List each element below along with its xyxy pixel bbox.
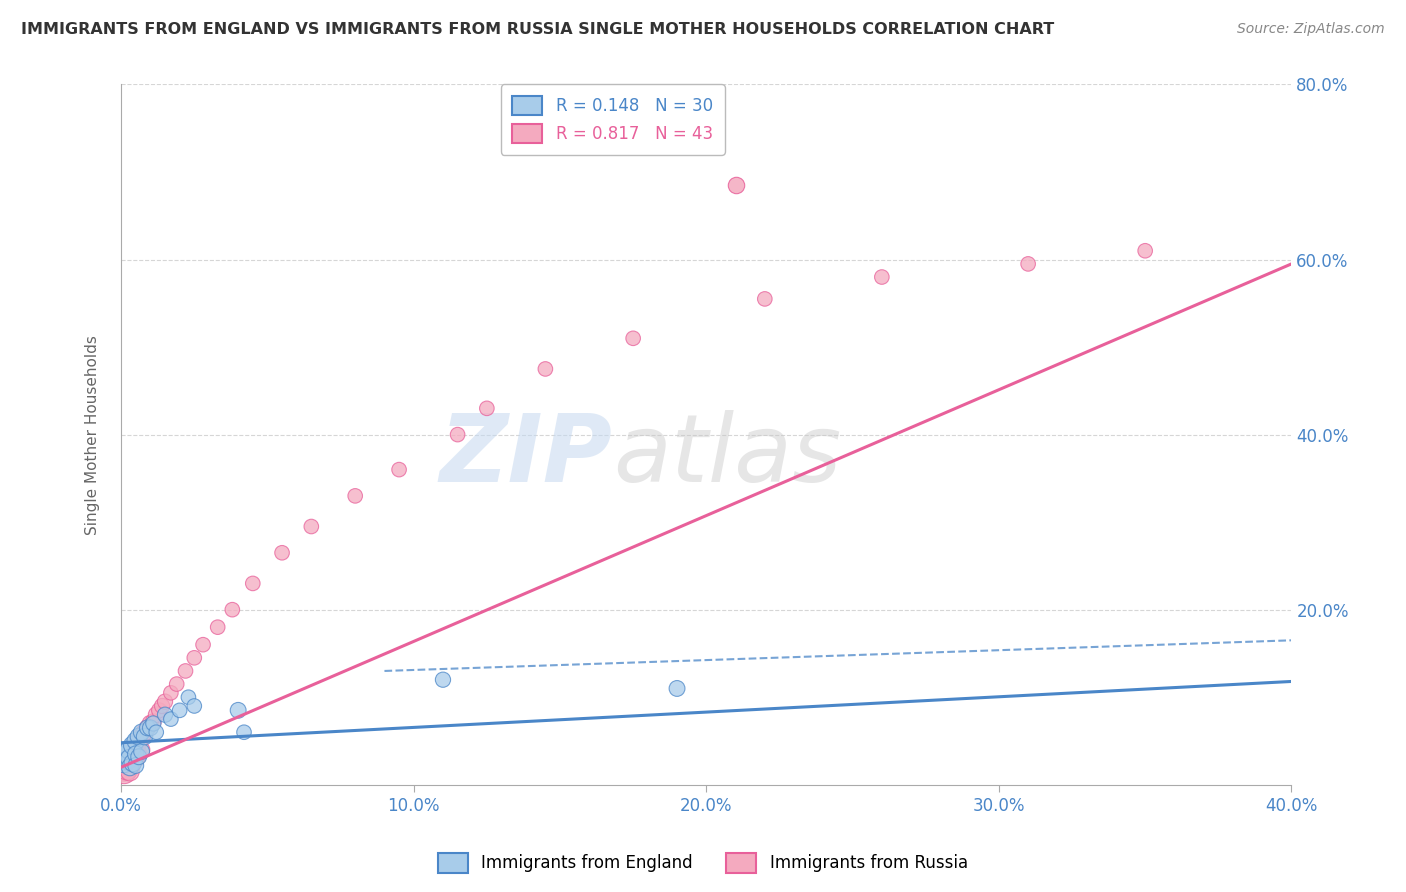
Point xyxy=(191,638,214,652)
Point xyxy=(221,602,243,616)
Point xyxy=(724,178,747,193)
Point xyxy=(166,677,188,691)
Point xyxy=(153,707,176,722)
Point xyxy=(169,703,191,717)
Point xyxy=(134,725,156,739)
Point xyxy=(233,725,256,739)
Point xyxy=(134,730,156,744)
Point xyxy=(139,721,162,735)
Point xyxy=(118,751,141,765)
Y-axis label: Single Mother Households: Single Mother Households xyxy=(86,334,100,534)
Point xyxy=(125,747,148,761)
Point xyxy=(136,721,159,735)
Point xyxy=(118,758,141,772)
Point xyxy=(115,753,138,767)
Point xyxy=(131,743,153,757)
Point xyxy=(115,756,138,770)
Point xyxy=(131,725,153,739)
Point xyxy=(271,546,294,560)
Point xyxy=(150,698,173,713)
Point xyxy=(136,721,159,735)
Point xyxy=(118,760,141,774)
Point xyxy=(870,270,893,285)
Legend: Immigrants from England, Immigrants from Russia: Immigrants from England, Immigrants from… xyxy=(432,847,974,880)
Point xyxy=(115,747,138,761)
Point xyxy=(121,739,143,753)
Text: Source: ZipAtlas.com: Source: ZipAtlas.com xyxy=(1237,22,1385,37)
Point xyxy=(183,650,205,665)
Point xyxy=(128,749,150,764)
Point xyxy=(148,703,170,717)
Point xyxy=(128,734,150,748)
Point xyxy=(207,620,229,634)
Point xyxy=(142,714,165,729)
Point xyxy=(145,707,167,722)
Point xyxy=(112,751,135,765)
Point xyxy=(177,690,200,705)
Point xyxy=(121,744,143,758)
Point xyxy=(118,749,141,764)
Point xyxy=(1133,244,1156,258)
Point xyxy=(128,747,150,761)
Point xyxy=(131,730,153,744)
Text: IMMIGRANTS FROM ENGLAND VS IMMIGRANTS FROM RUSSIA SINGLE MOTHER HOUSEHOLDS CORRE: IMMIGRANTS FROM ENGLAND VS IMMIGRANTS FR… xyxy=(21,22,1054,37)
Point xyxy=(299,519,322,533)
Point xyxy=(142,716,165,731)
Point xyxy=(118,743,141,757)
Point xyxy=(183,698,205,713)
Point xyxy=(125,741,148,756)
Point xyxy=(621,331,644,345)
Text: atlas: atlas xyxy=(613,410,841,501)
Point xyxy=(118,764,141,779)
Point xyxy=(446,427,468,442)
Point xyxy=(666,681,689,696)
Point xyxy=(145,725,167,739)
Point xyxy=(754,292,776,306)
Text: ZIP: ZIP xyxy=(440,409,613,501)
Point xyxy=(432,673,454,687)
Point xyxy=(112,756,135,770)
Point xyxy=(1017,257,1039,271)
Point xyxy=(112,764,135,779)
Point xyxy=(121,756,143,770)
Point xyxy=(534,362,557,376)
Point xyxy=(475,401,498,416)
Point xyxy=(160,686,183,700)
Point xyxy=(344,489,367,503)
Point xyxy=(174,664,197,678)
Point xyxy=(160,712,183,726)
Point xyxy=(125,758,148,772)
Point xyxy=(153,695,176,709)
Point xyxy=(112,760,135,774)
Point xyxy=(226,703,249,717)
Point xyxy=(128,730,150,744)
Legend: R = 0.148   N = 30, R = 0.817   N = 43: R = 0.148 N = 30, R = 0.817 N = 43 xyxy=(501,85,724,154)
Point xyxy=(388,462,411,476)
Point xyxy=(242,576,264,591)
Point xyxy=(139,716,162,731)
Point xyxy=(131,744,153,758)
Point xyxy=(121,753,143,767)
Point xyxy=(115,762,138,776)
Point xyxy=(125,751,148,765)
Point xyxy=(125,734,148,748)
